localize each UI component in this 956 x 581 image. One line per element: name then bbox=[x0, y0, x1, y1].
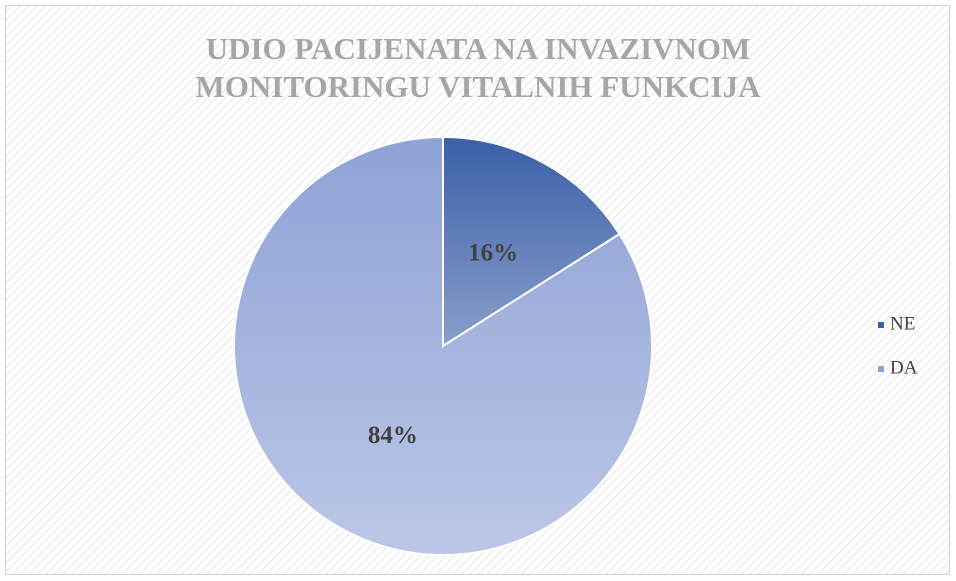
pie-slice bbox=[442, 135, 621, 348]
data-label: 84% bbox=[368, 422, 418, 449]
pie-slice bbox=[233, 135, 653, 556]
data-label: 16% bbox=[468, 240, 518, 267]
chart-title: UDIO PACIJENATA NA INVAZIVNOM MONITORING… bbox=[195, 31, 761, 104]
legend-swatch bbox=[878, 366, 884, 372]
legend-label: NE bbox=[890, 313, 915, 334]
legend-label: DA bbox=[890, 357, 918, 378]
legend-swatch bbox=[878, 322, 884, 328]
